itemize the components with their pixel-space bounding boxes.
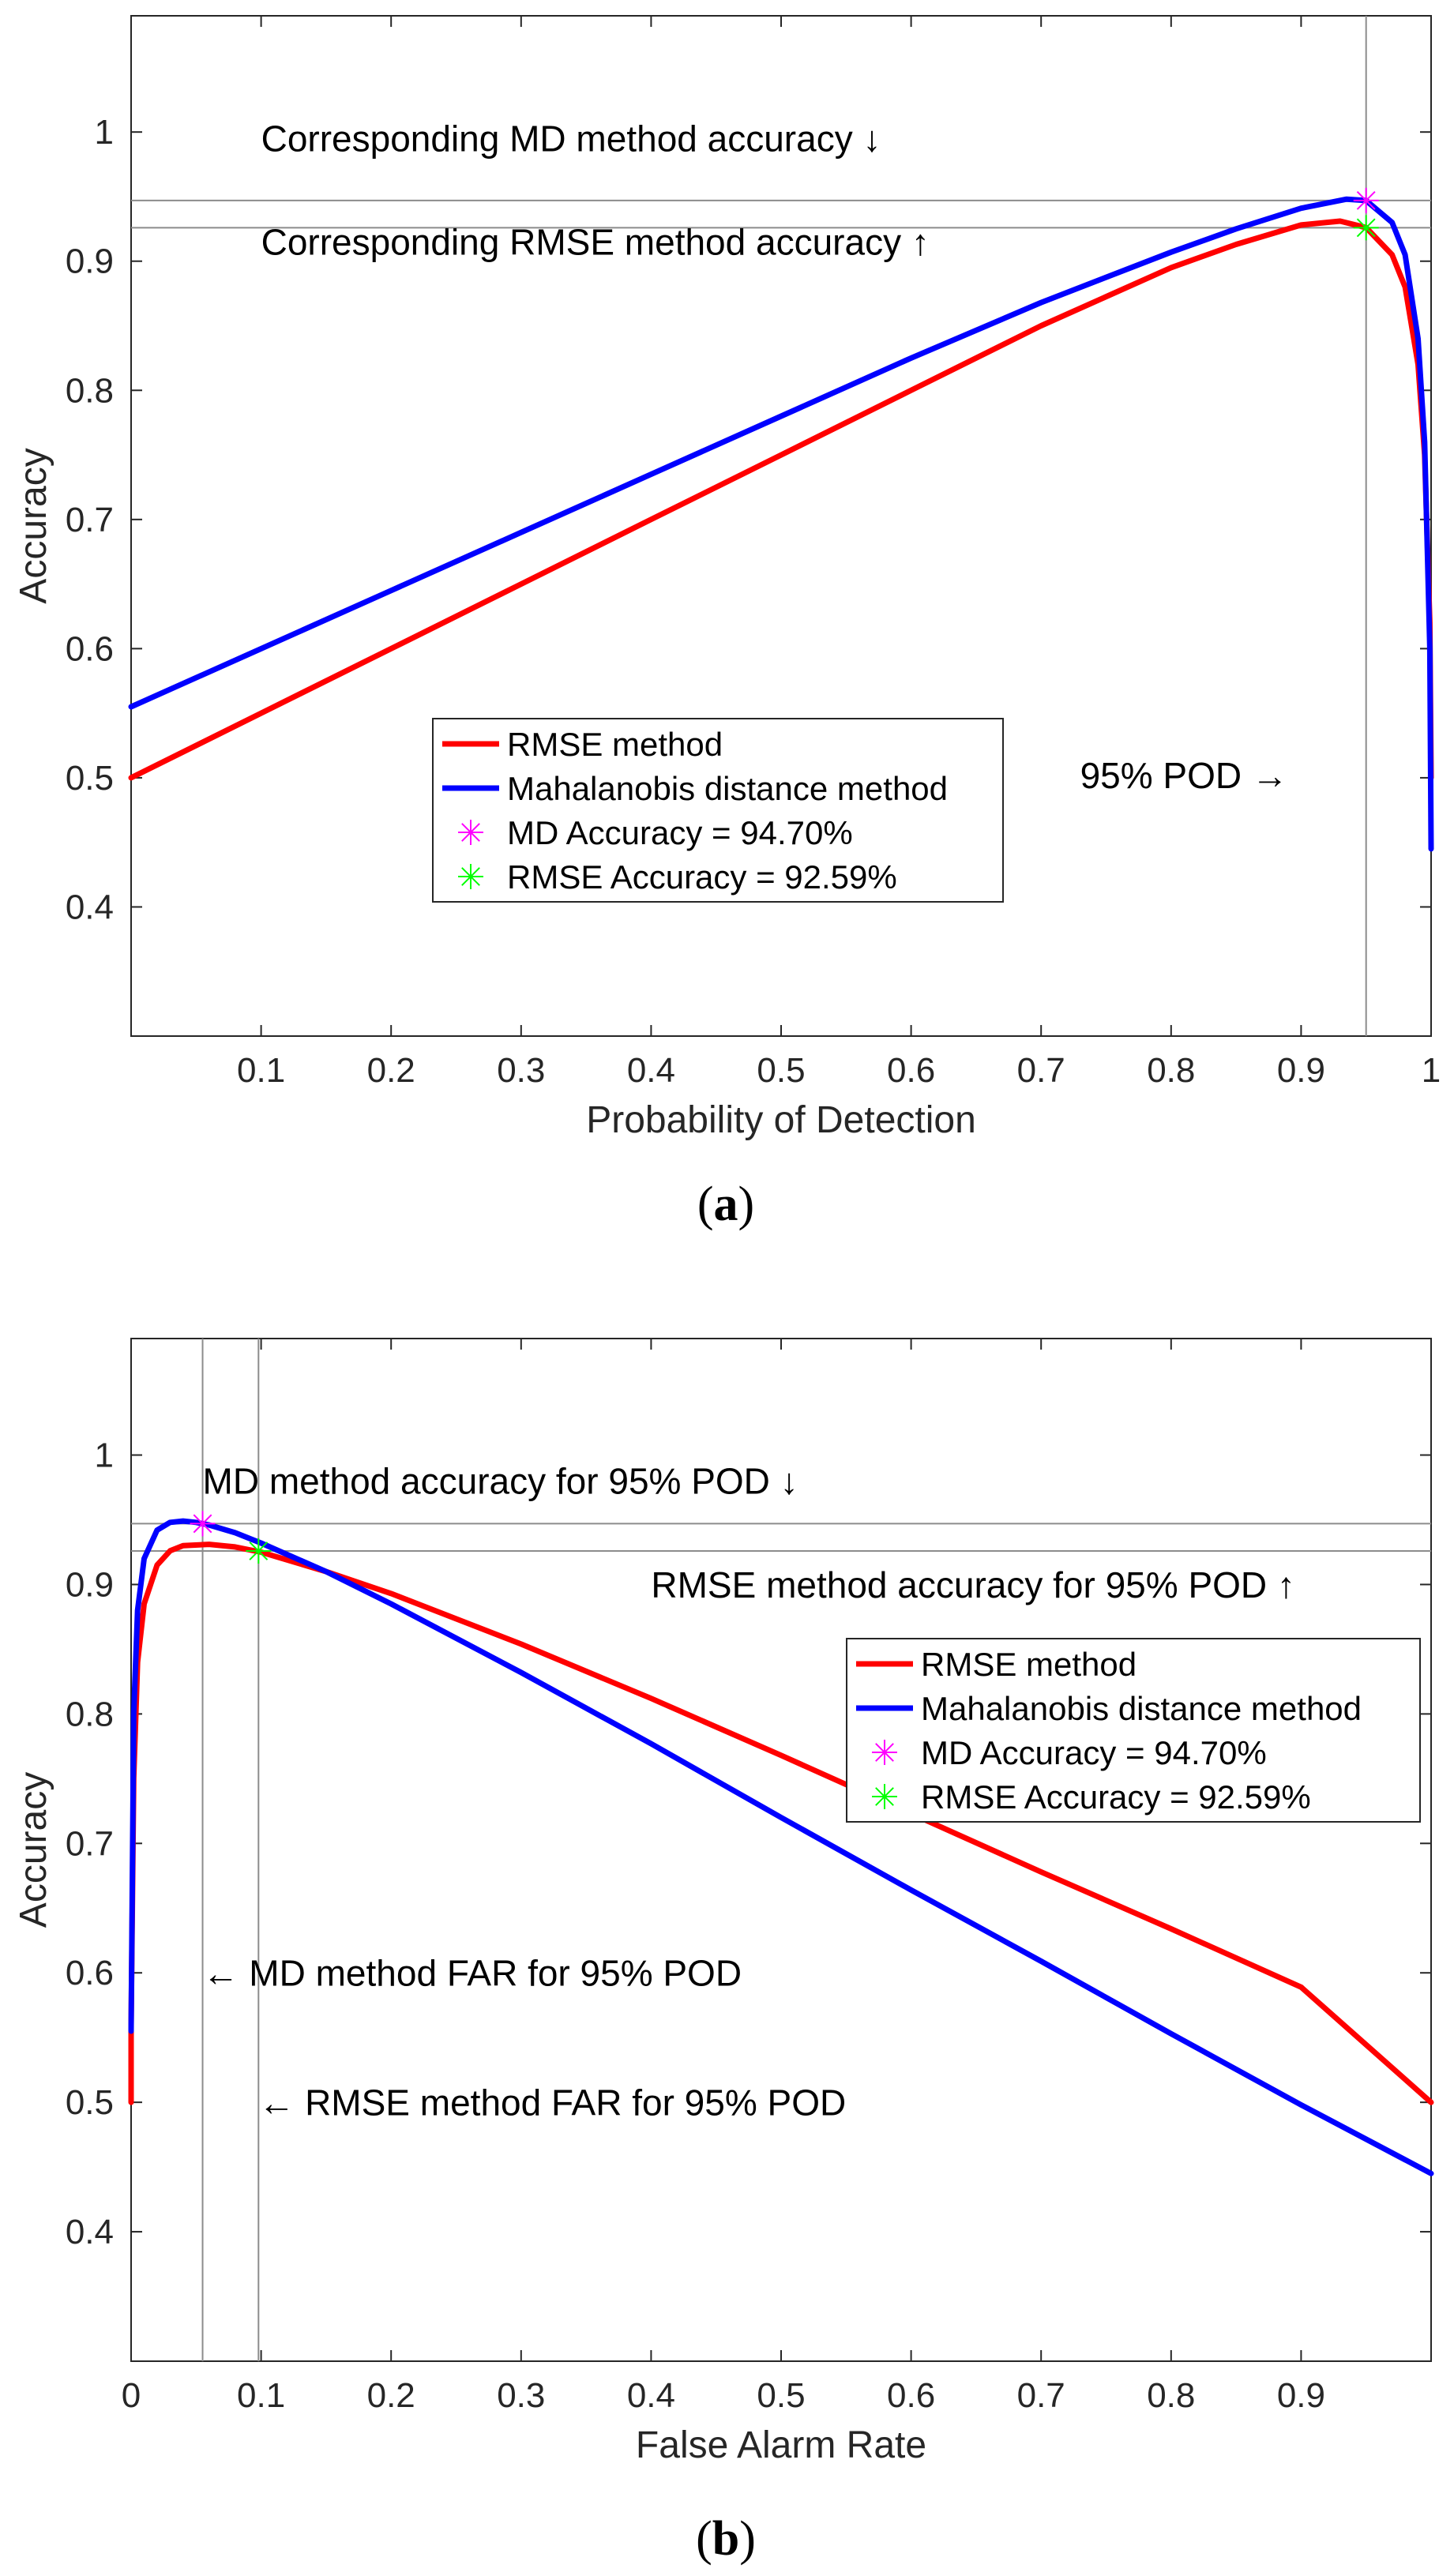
legend-entry-label: RMSE Accuracy = 92.59% xyxy=(921,1778,1311,1816)
legend: RMSE method Mahalanobis distance method MD… xyxy=(432,718,1004,903)
x-tick-label: 0.3 xyxy=(497,1051,545,1090)
panel-a: 0.1 0.2 0.3 0.4 0.5 0.6 0.7 0.8 0.9 1 0.4 0.5 0.6 0.7… xyxy=(13,15,1441,1231)
y-tick-label: 1 xyxy=(95,113,114,152)
legend-entry-label: Mahalanobis distance method xyxy=(921,1690,1362,1727)
x-tick-label: 0.4 xyxy=(627,1051,675,1090)
legend-entry-label: RMSE Accuracy = 92.59% xyxy=(507,858,897,896)
legend-entry-label: MD Accuracy = 94.70% xyxy=(507,814,853,851)
x-tick-label: 0.3 xyxy=(497,2376,545,2415)
x-tick-label: 0.2 xyxy=(367,1051,415,1090)
annotation-text: ← MD method FAR for 95% POD xyxy=(203,1953,742,1994)
panel-caption: (b) xyxy=(696,2512,756,2566)
y-tick-label: 0.8 xyxy=(66,371,114,410)
x-tick-label: 0.7 xyxy=(1017,2376,1065,2415)
y-tick-label: 0.7 xyxy=(66,1824,114,1863)
legend-box xyxy=(846,1638,1421,1823)
x-tick-label: 0.6 xyxy=(887,1051,935,1090)
y-tick-label: 0.9 xyxy=(66,242,114,281)
annotation-text: 95% POD → xyxy=(1080,755,1288,796)
md-accuracy-marker xyxy=(1353,187,1379,213)
y-axis-label: Accuracy xyxy=(13,448,54,603)
legend-entry-label: RMSE method xyxy=(921,1646,1137,1683)
legend-star-swatch xyxy=(872,1784,897,1809)
rmse-accuracy-marker xyxy=(246,1538,272,1564)
y-tick-label: 0.6 xyxy=(66,629,114,668)
x-axis-label: Probability of Detection xyxy=(586,1099,976,1141)
y-axis-label: Accuracy xyxy=(13,1772,54,1928)
panel-caption: (a) xyxy=(697,1177,754,1231)
x-tick-label: 0.9 xyxy=(1277,2376,1325,2415)
y-tick-label: 0.8 xyxy=(66,1695,114,1733)
x-tick-label: 0.8 xyxy=(1147,2376,1195,2415)
x-tick-label: 0.2 xyxy=(367,2376,415,2415)
x-tick-label: 0.1 xyxy=(237,1051,285,1090)
x-tick-label: 0.7 xyxy=(1017,1051,1065,1090)
y-tick-label: 0.9 xyxy=(66,1565,114,1604)
annotation-text: MD method accuracy for 95% POD ↓ xyxy=(203,1461,798,1502)
x-tick-label: 0.9 xyxy=(1277,1051,1325,1090)
annotation-text: Corresponding RMSE method accuracy ↑ xyxy=(261,222,930,263)
md-series-line xyxy=(128,1518,1434,2176)
x-tick-label: 0.5 xyxy=(757,1051,805,1090)
annotation-text: RMSE method accuracy for 95% POD ↑ xyxy=(651,1564,1295,1605)
legend: RMSE method Mahalanobis distance method MD… xyxy=(846,1638,1421,1823)
y-tick-label: 0.7 xyxy=(66,501,114,539)
y-tick-label: 0.4 xyxy=(66,2213,114,2251)
x-tick-label: 1 xyxy=(1422,1051,1441,1090)
x-tick-label: 0.6 xyxy=(887,2376,935,2415)
y-tick-label: 0.6 xyxy=(66,1954,114,1992)
x-tick-label: 0.8 xyxy=(1147,1051,1195,1090)
x-tick-label: 0.1 xyxy=(237,2376,285,2415)
legend-box xyxy=(432,718,1004,903)
y-tick-label: 0.5 xyxy=(66,2083,114,2122)
annotation-text: ← RMSE method FAR for 95% POD xyxy=(258,2082,846,2124)
md-series-line xyxy=(128,196,1434,852)
legend-star-swatch xyxy=(872,1740,897,1765)
panel-b: 0 0.1 0.2 0.3 0.4 0.5 0.6 0.7 0.8 0.9 0.4 0.5 0.6 0.7… xyxy=(13,1338,1434,2566)
x-tick-label: 0.4 xyxy=(627,2376,675,2415)
legend-entry-label: RMSE method xyxy=(507,726,723,763)
x-tick-label: 0.5 xyxy=(757,2376,805,2415)
md-accuracy-marker xyxy=(190,1511,216,1537)
annotation-text: Corresponding MD method accuracy ↓ xyxy=(261,118,881,160)
rmse-series-line xyxy=(128,1541,1434,2105)
x-tick-label: 0 xyxy=(122,2376,141,2415)
legend-star-swatch xyxy=(458,820,483,845)
legend-entry-label: Mahalanobis distance method xyxy=(507,770,948,807)
rmse-accuracy-marker xyxy=(1353,215,1379,241)
y-tick-label: 0.5 xyxy=(66,759,114,798)
y-tick-label: 0.4 xyxy=(66,888,114,926)
x-axis-label: False Alarm Rate xyxy=(636,2424,926,2466)
rmse-series-line xyxy=(128,218,1434,781)
legend-entry-label: MD Accuracy = 94.70% xyxy=(921,1734,1267,1771)
y-tick-label: 1 xyxy=(95,1436,114,1475)
legend-star-swatch xyxy=(458,864,483,889)
